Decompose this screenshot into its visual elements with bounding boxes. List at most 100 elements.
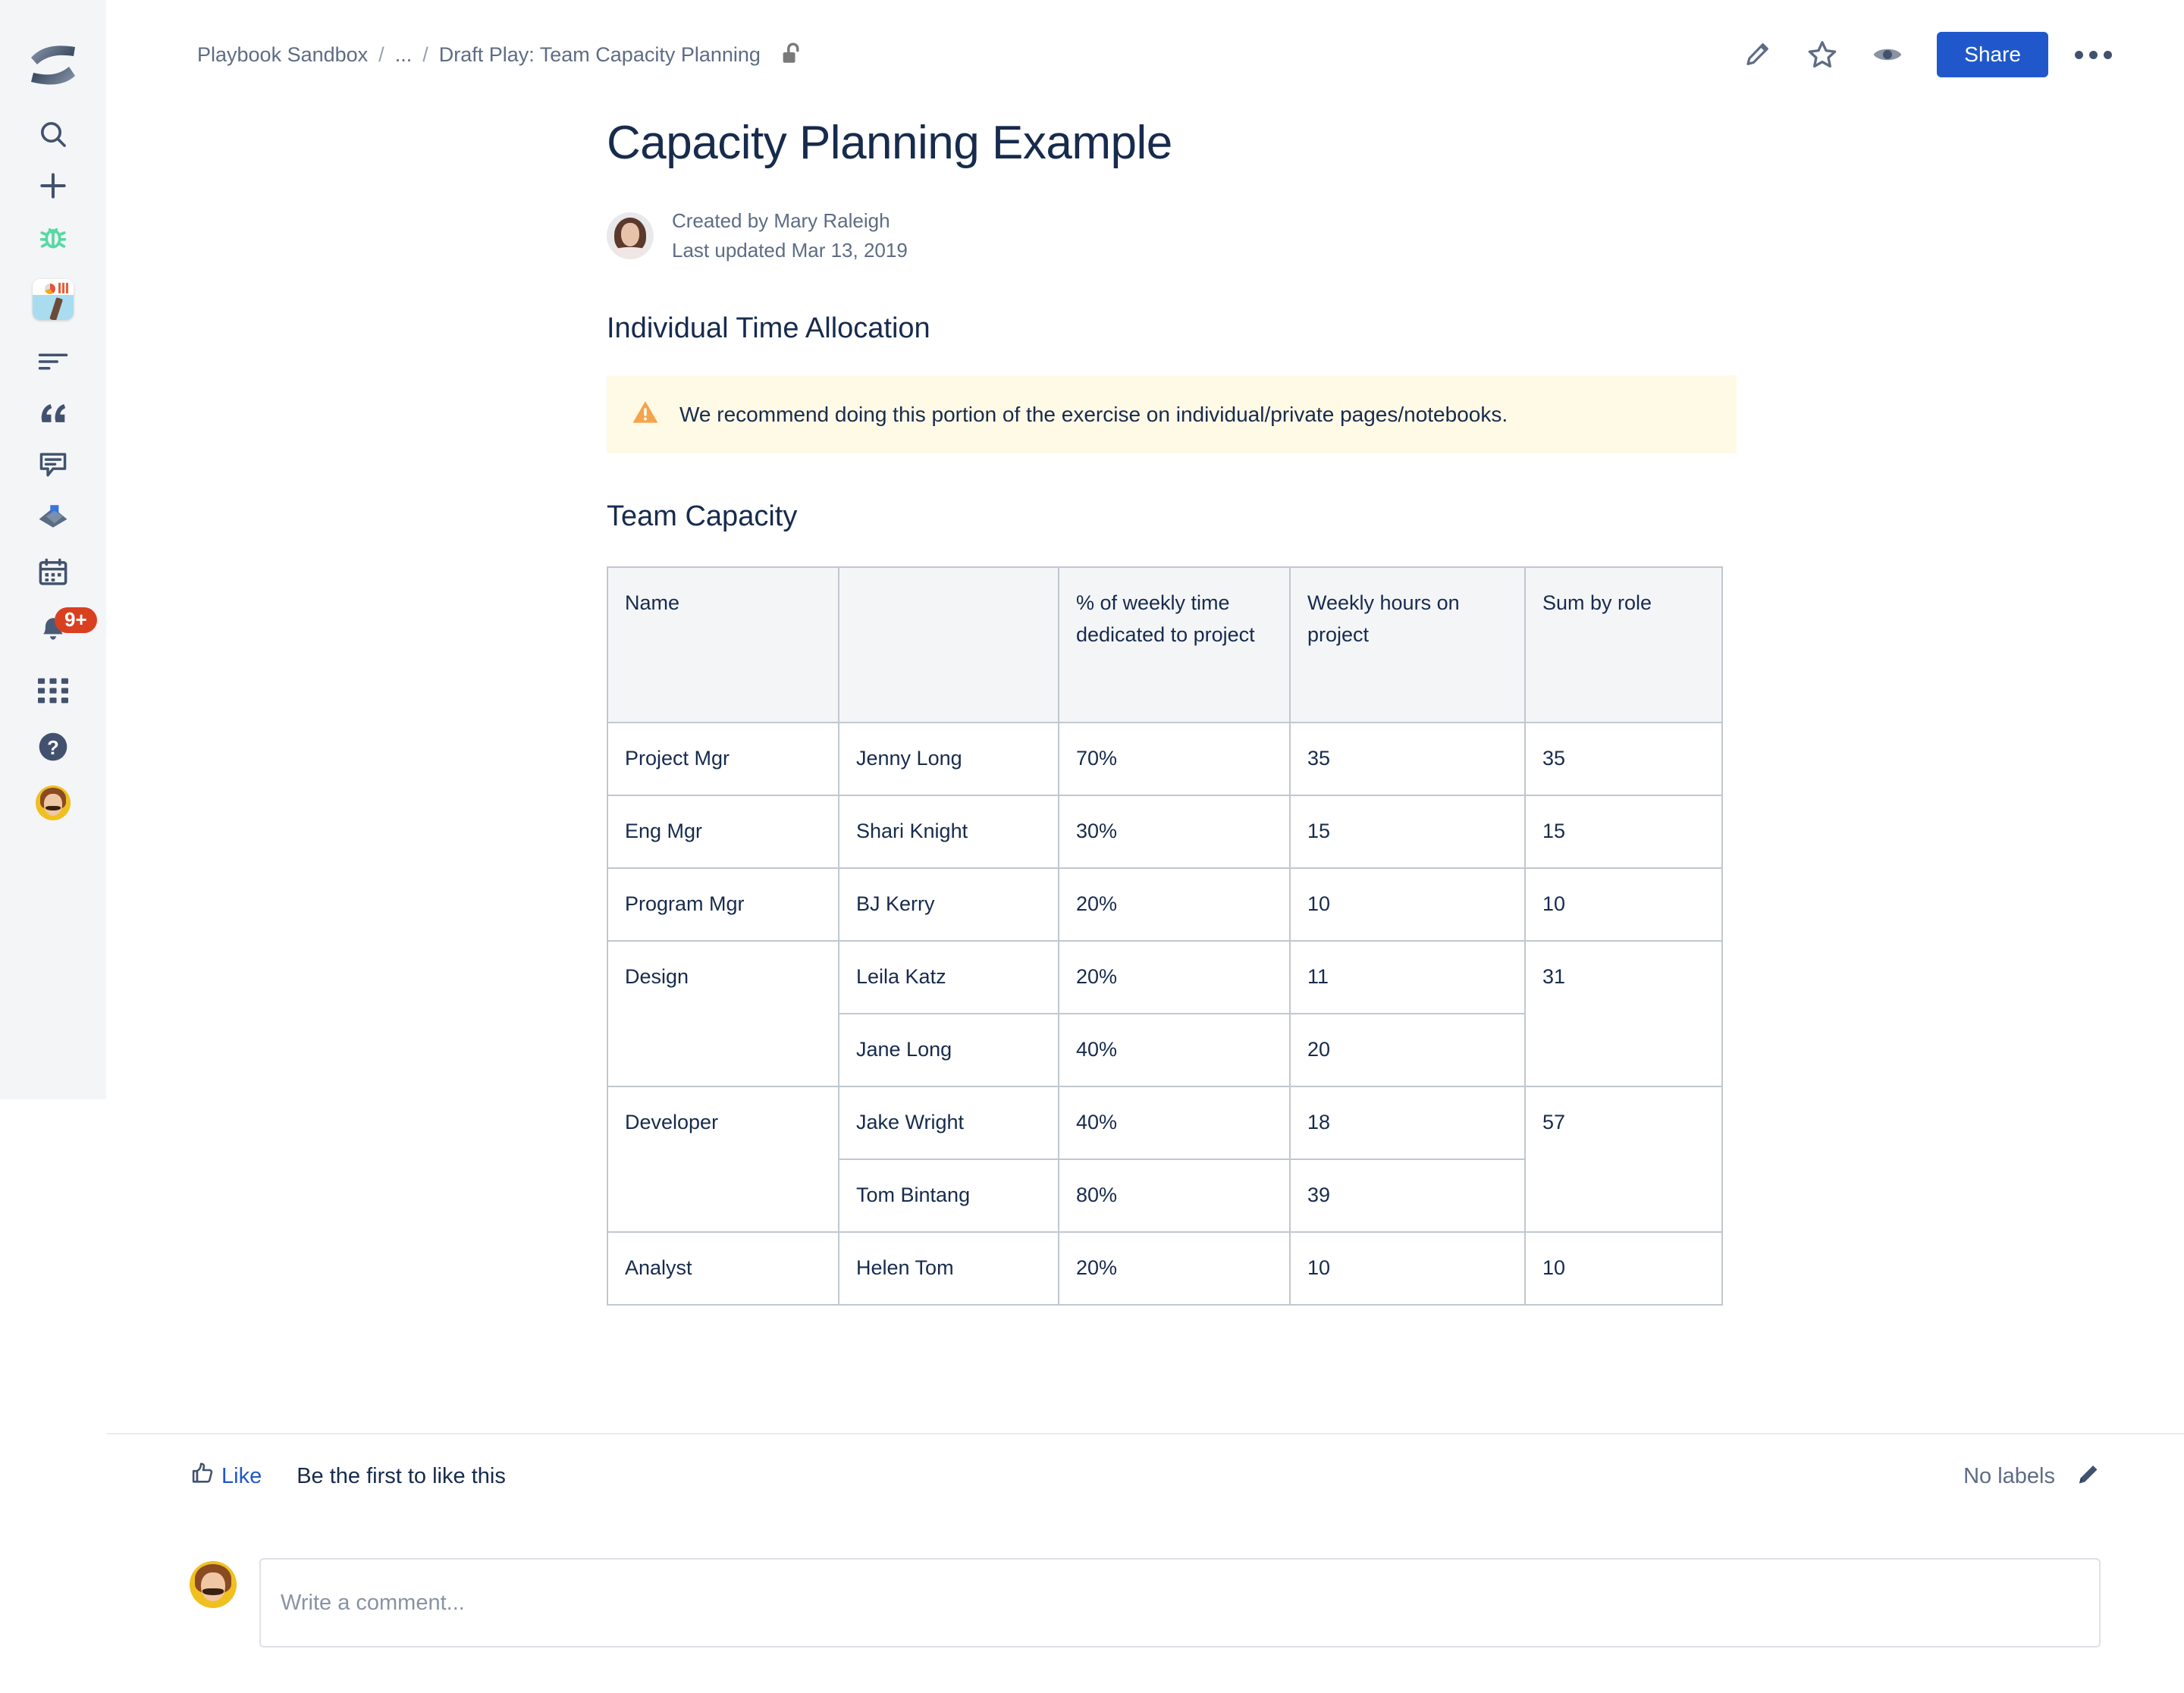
notification-badge: 9+ bbox=[55, 607, 97, 633]
cell-person: BJ Kerry bbox=[838, 867, 1059, 942]
comment-icon[interactable] bbox=[0, 442, 106, 488]
comment-row bbox=[106, 1558, 2184, 1648]
ellipsis-dot-3 bbox=[2103, 50, 2112, 59]
cell-hours: 10 bbox=[1289, 1231, 1526, 1306]
cell-sum-by-role: 10 bbox=[1524, 1231, 1723, 1306]
cell-sum-by-role: 35 bbox=[1524, 722, 1723, 796]
playbook-tile-art bbox=[33, 279, 74, 320]
cell-person: Leila Katz bbox=[838, 940, 1059, 1014]
cell-person: Shari Knight bbox=[838, 795, 1059, 869]
eye-icon bbox=[1873, 49, 1902, 61]
confluence-logo-icon[interactable] bbox=[0, 34, 106, 95]
breadcrumb-page[interactable]: Draft Play: Team Capacity Planning bbox=[438, 42, 761, 66]
current-user-avatar[interactable] bbox=[190, 1561, 237, 1608]
comment-input[interactable] bbox=[259, 1558, 2101, 1648]
cell-hours: 15 bbox=[1289, 795, 1526, 869]
cell-sum-by-role: 15 bbox=[1524, 795, 1723, 869]
cell-hours: 10 bbox=[1289, 867, 1526, 942]
app-switcher-icon[interactable] bbox=[0, 668, 106, 713]
page-content: Capacity Planning Example Created by Mar… bbox=[106, 80, 2184, 1306]
created-by-text: Created by Mary Raleigh bbox=[672, 209, 890, 232]
last-updated-text: Last updated Mar 13, 2019 bbox=[672, 239, 908, 262]
unlocked-padlock-icon[interactable] bbox=[780, 41, 803, 68]
cell-person: Helen Tom bbox=[838, 1231, 1059, 1306]
cell-role: Project Mgr bbox=[607, 722, 839, 796]
cell-role: Program Mgr bbox=[607, 867, 839, 942]
labels-area: No labels bbox=[1963, 1462, 2101, 1491]
more-actions-button[interactable] bbox=[2066, 32, 2120, 77]
table-row: Developer Jake Wright 40% 18 57 bbox=[607, 1086, 1723, 1233]
breadcrumb-separator-1: / bbox=[378, 42, 384, 66]
cell-role: Analyst bbox=[607, 1231, 839, 1306]
search-icon[interactable] bbox=[0, 111, 106, 157]
table-row: Design Leila Katz 20% 11 31 bbox=[607, 940, 1723, 1087]
labels-edit-pencil-icon[interactable] bbox=[2075, 1462, 2101, 1491]
like-label: Like bbox=[221, 1463, 262, 1488]
favourite-page-button[interactable] bbox=[1790, 32, 1855, 77]
like-bar: Like Be the first to like this No labels bbox=[106, 1433, 2184, 1492]
page-top-bar: Playbook Sandbox / ... / Draft Play: Tea… bbox=[106, 0, 2184, 80]
cell-percent: 20% bbox=[1058, 940, 1291, 1014]
table-body: Project Mgr Jenny Long 70% 35 35 Eng Mgr Shari… bbox=[607, 722, 1723, 1306]
page-metadata: Created by Mary Raleigh Last updated Mar… bbox=[672, 206, 908, 265]
table-row: Project Mgr Jenny Long 70% 35 35 bbox=[607, 722, 1723, 796]
cell-role: Eng Mgr bbox=[607, 795, 839, 869]
help-icon[interactable]: ? bbox=[0, 724, 106, 770]
table-row: Program Mgr BJ Kerry 20% 10 10 bbox=[607, 867, 1723, 942]
cell-percent: 40% bbox=[1058, 1086, 1291, 1160]
cell-sum-by-role: 57 bbox=[1524, 1086, 1723, 1233]
column-header-percent-weekly-time: % of weekly time dedicated to project bbox=[1058, 566, 1291, 723]
labels-text: No labels bbox=[1963, 1463, 2055, 1488]
column-header-weekly-hours: Weekly hours on project bbox=[1289, 566, 1526, 723]
table-row: Jane Long 40% 20 bbox=[607, 1013, 1722, 1087]
calendar-icon[interactable] bbox=[0, 550, 106, 595]
cell-person: Jane Long bbox=[838, 1013, 1059, 1087]
edit-page-button[interactable] bbox=[1724, 32, 1790, 77]
column-header-person bbox=[838, 566, 1059, 723]
watch-page-button[interactable] bbox=[1855, 32, 1920, 77]
left-sidebar-rail: 9+ ? bbox=[0, 0, 106, 1099]
like-count-text: Be the first to like this bbox=[297, 1463, 506, 1488]
create-icon[interactable] bbox=[0, 163, 106, 208]
cell-percent: 70% bbox=[1058, 722, 1291, 796]
cell-person: Jake Wright bbox=[838, 1086, 1059, 1160]
breadcrumb-space[interactable]: Playbook Sandbox bbox=[197, 42, 369, 66]
cell-hours: 18 bbox=[1289, 1086, 1526, 1160]
like-button[interactable]: Like bbox=[190, 1460, 262, 1492]
ellipsis-dot-1 bbox=[2074, 50, 2083, 59]
breadcrumb-separator-2: / bbox=[422, 42, 428, 66]
author-avatar[interactable] bbox=[607, 212, 654, 259]
cell-percent: 40% bbox=[1058, 1013, 1291, 1087]
cell-hours: 39 bbox=[1289, 1158, 1526, 1233]
warning-text: We recommend doing this portion of the e… bbox=[679, 402, 1508, 426]
warning-panel: We recommend doing this portion of the e… bbox=[607, 375, 1737, 453]
cell-sum-by-role: 31 bbox=[1524, 940, 1723, 1087]
cell-percent: 20% bbox=[1058, 1231, 1291, 1306]
heading-individual-time-allocation: Individual Time Allocation bbox=[607, 312, 930, 344]
pencil-icon bbox=[1746, 43, 1769, 65]
page-actions: Share bbox=[1724, 32, 2120, 77]
align-left-icon[interactable] bbox=[0, 339, 106, 384]
notification-bell-icon[interactable]: 9+ bbox=[0, 606, 106, 651]
cell-person: Tom Bintang bbox=[838, 1158, 1059, 1233]
breadcrumb-ellipsis[interactable]: ... bbox=[394, 42, 413, 66]
table-row: Tom Bintang 80% 39 bbox=[607, 1158, 1722, 1233]
star-icon bbox=[1808, 41, 1837, 68]
column-header-sum-by-role: Sum by role bbox=[1524, 566, 1723, 723]
column-header-name: Name bbox=[607, 566, 839, 723]
cell-percent: 30% bbox=[1058, 795, 1291, 869]
page-byline: Created by Mary Raleigh Last updated Mar… bbox=[106, 206, 2184, 265]
table-header-row: Name % of weekly time dedicated to proje… bbox=[607, 566, 1723, 723]
bug-icon[interactable] bbox=[0, 215, 106, 260]
profile-avatar-image bbox=[36, 785, 71, 820]
share-button[interactable]: Share bbox=[1937, 32, 2048, 77]
quote-icon[interactable] bbox=[0, 390, 106, 436]
heading-team-capacity: Team Capacity bbox=[607, 500, 798, 532]
profile-avatar[interactable] bbox=[0, 780, 106, 826]
cell-role: Developer bbox=[607, 1086, 839, 1233]
team-capacity-table: Name % of weekly time dedicated to proje… bbox=[607, 566, 1723, 1306]
playbook-tile-icon[interactable] bbox=[0, 277, 106, 322]
table-row: Eng Mgr Shari Knight 30% 15 15 bbox=[607, 795, 1723, 869]
inbox-icon[interactable] bbox=[0, 494, 106, 539]
cell-role: Design bbox=[607, 940, 839, 1087]
